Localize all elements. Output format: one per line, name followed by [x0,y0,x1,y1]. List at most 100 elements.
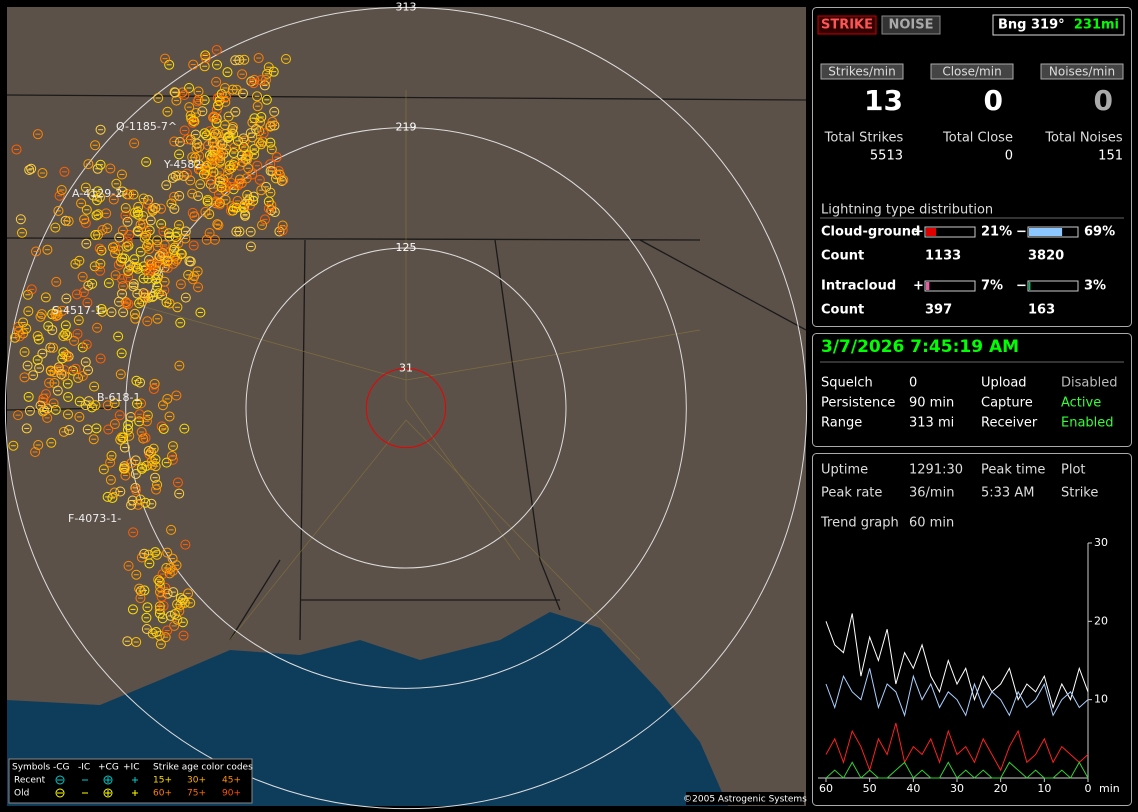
legend-symbols [55,775,138,798]
strike-symbol [151,484,162,495]
strike-symbol [19,372,30,383]
rate-button[interactable] [1040,63,1124,80]
strike-symbol [179,423,190,434]
strike-symbol [193,191,204,202]
strike-symbol [201,130,212,141]
strike-symbol [37,168,48,179]
strike-symbol [257,220,268,231]
strike-symbol [70,363,81,374]
strike-symbol [213,220,224,231]
strike-symbol [118,307,129,318]
strike-symbol [139,585,150,596]
strike-symbol [116,169,127,180]
legend-age: 90+ [222,789,241,799]
strike-symbol [170,232,181,243]
strike-symbol [46,437,57,448]
count-label: Count [821,303,864,318]
distribution-title: Lightning type distribution [821,203,993,218]
strike-symbol [256,185,267,196]
total-value: 151 [1098,149,1123,164]
strike-symbol [192,266,203,277]
strike-symbol [24,405,35,416]
rate-button[interactable] [820,63,904,80]
strike-symbol [266,144,277,155]
stat-cell: Trend graph [820,516,899,531]
strike-symbol [174,190,185,201]
strike-symbol [95,258,106,269]
strike-symbol [231,226,242,237]
strike-symbol [40,389,51,400]
strike-symbol [156,203,167,214]
noise-button-label[interactable]: NOISE [888,18,933,33]
noise-button[interactable] [881,15,941,35]
strike-symbol [118,463,129,474]
strike-symbol [278,174,289,185]
y-tick-label: 30 [1094,536,1108,549]
strike-symbol [130,468,141,479]
strike-symbol [155,586,166,597]
strike-symbol [88,434,99,445]
rate-button[interactable] [930,63,1014,80]
strike-symbol [170,170,181,181]
strike-symbol [21,423,32,434]
strike-symbol [265,137,276,148]
strike-symbol [205,174,216,185]
setting-cell: 90 min [909,396,954,411]
strike-symbol [80,357,91,368]
strike-button[interactable] [817,15,877,35]
percent-label: 21% [981,225,1012,240]
strike-symbol [53,362,64,373]
setting-cell: Capture [981,396,1033,411]
strike-symbol [120,203,131,214]
strike-symbol [248,78,259,89]
strike-symbol [18,317,29,328]
distance: 231mi [1074,18,1119,33]
strike-symbol [81,238,92,249]
strike-symbol [139,548,150,559]
strike-symbol [201,234,212,245]
strike-symbol [147,291,158,302]
strike-symbol [58,426,69,437]
strike-symbol [227,124,238,135]
strike-symbol [261,94,272,105]
strike-symbol [232,135,243,146]
setting-cell: Range [821,416,862,431]
strike-symbol [96,245,107,256]
station-label: S-4517-1- [52,304,106,317]
strike-symbol [166,198,177,209]
strike-symbol [118,281,129,292]
strike-symbol [135,494,146,505]
strike-symbol [224,164,235,175]
strike-symbol [95,265,106,276]
strike-symbol [130,485,141,496]
copyright: ©2005 Astrogenic Systems [683,795,807,805]
strike-symbol [271,152,282,163]
percent-bar [1029,228,1063,236]
type-label: Cloud-ground [821,225,920,240]
strike-symbol [59,166,70,177]
strike-symbol [185,256,196,267]
total-label: Total Noises [1044,131,1123,146]
strike-symbol [94,243,105,254]
strike-symbol [209,234,220,245]
strike-symbol [222,169,233,180]
strike-symbol [175,593,186,604]
strike-symbol [179,89,190,100]
strike-button-label[interactable]: STRIKE [821,18,873,33]
strike-symbol [263,196,274,207]
strike-symbol [30,446,41,457]
strike-symbol [128,527,139,538]
strike-symbol [144,558,155,569]
strike-symbol [141,156,152,167]
setting-cell: 313 mi [909,416,954,431]
strike-symbol [249,149,260,160]
strike-symbol [42,412,53,423]
strike-symbol [141,241,152,252]
strike-symbol [134,583,145,594]
strike-symbol [241,154,252,165]
strike-symbol [102,400,113,411]
strike-symbol [21,323,32,334]
strike-symbol [98,464,109,475]
strike-symbol [185,597,196,608]
strike-symbol [215,150,226,161]
